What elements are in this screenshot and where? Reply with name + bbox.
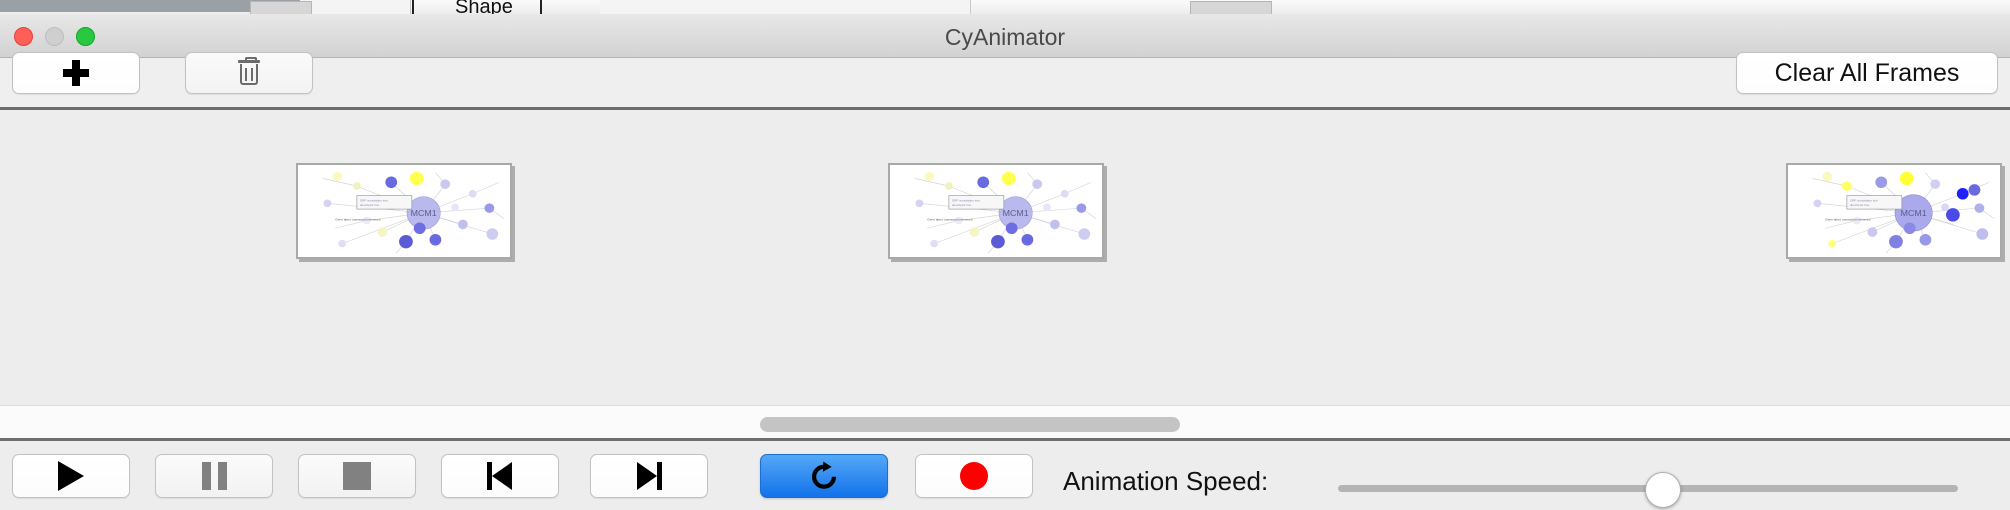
background-window-box (1190, 1, 1272, 14)
horizontal-scrollbar[interactable] (0, 405, 2010, 441)
background-window-strip: Shape (0, 0, 2010, 14)
window-title: CyAnimator (944, 24, 1066, 50)
play-icon (58, 461, 84, 491)
animation-speed-slider-thumb[interactable] (1645, 472, 1681, 508)
record-button[interactable] (915, 454, 1033, 498)
background-window-segment (300, 0, 411, 14)
record-icon (960, 462, 988, 490)
play-button[interactable] (12, 454, 130, 498)
pause-button[interactable] (155, 454, 273, 498)
traffic-lights (14, 27, 95, 46)
stop-button[interactable] (298, 454, 416, 498)
loop-button[interactable] (760, 454, 888, 498)
frame-thumbnail-2[interactable]: ORF annotation text descriptor line Gene… (888, 163, 1104, 259)
background-window-tick (540, 0, 542, 14)
maximize-window-button[interactable] (76, 27, 95, 46)
svg-text:MCM1: MCM1 (411, 208, 437, 218)
skip-to-end-button[interactable] (590, 454, 708, 498)
background-window-label: Shape (455, 0, 513, 14)
svg-text:descriptor line: descriptor line (360, 203, 380, 207)
delete-frame-button[interactable] (185, 52, 313, 94)
pause-icon (201, 462, 227, 490)
close-window-button[interactable] (14, 27, 33, 46)
scrollbar-thumb[interactable] (760, 417, 1180, 432)
stop-icon (343, 462, 371, 490)
svg-text:Gene label: interaction refere: Gene label: interaction reference (335, 218, 381, 222)
frame-thumbnail-3[interactable]: ORF annotation text descriptor line Gene… (1786, 163, 2002, 259)
svg-text:descriptor line: descriptor line (1850, 203, 1870, 207)
toolbar (0, 58, 2010, 110)
background-window-titlebar (0, 0, 300, 12)
background-window-tick (412, 0, 414, 14)
playback-control-bar: Animation Speed: (0, 444, 2010, 510)
title-bar: CyAnimator (0, 14, 2010, 58)
clear-all-frames-label: Clear All Frames (1774, 58, 1960, 87)
skip-back-icon (487, 462, 513, 490)
background-window-box (250, 1, 312, 14)
minimize-window-button[interactable] (45, 27, 64, 46)
timeline-panel[interactable]: ORF annotation text descriptor line Gene… (0, 113, 2010, 405)
loop-icon (811, 461, 837, 489)
svg-text:ORF annotation text: ORF annotation text (360, 198, 388, 202)
svg-text:ORF annotation text: ORF annotation text (952, 198, 980, 202)
background-window-segment (600, 0, 761, 14)
skip-forward-icon (636, 462, 662, 490)
svg-text:MCM1: MCM1 (1901, 208, 1927, 218)
network-preview: ORF annotation text descriptor line Gene… (1788, 165, 2000, 257)
network-preview: ORF annotation text descriptor line Gene… (890, 165, 1102, 257)
network-preview: ORF annotation text descriptor line Gene… (298, 165, 510, 257)
svg-text:MCM1: MCM1 (1003, 208, 1029, 218)
svg-text:Gene label: interaction refere: Gene label: interaction reference (927, 218, 973, 222)
frame-thumbnail-1[interactable]: ORF annotation text descriptor line Gene… (296, 163, 512, 259)
trash-icon (238, 57, 260, 86)
skip-to-start-button[interactable] (441, 454, 559, 498)
svg-text:Gene label: interaction refere: Gene label: interaction reference (1825, 218, 1871, 222)
svg-text:descriptor line: descriptor line (952, 203, 972, 207)
animation-speed-label: Animation Speed: (1063, 466, 1269, 496)
plus-icon (63, 60, 89, 86)
add-frame-button[interactable] (12, 52, 140, 94)
background-window-segment (760, 0, 971, 14)
svg-text:ORF annotation text: ORF annotation text (1850, 198, 1878, 202)
clear-all-frames-button[interactable]: Clear All Frames (1736, 52, 1998, 94)
